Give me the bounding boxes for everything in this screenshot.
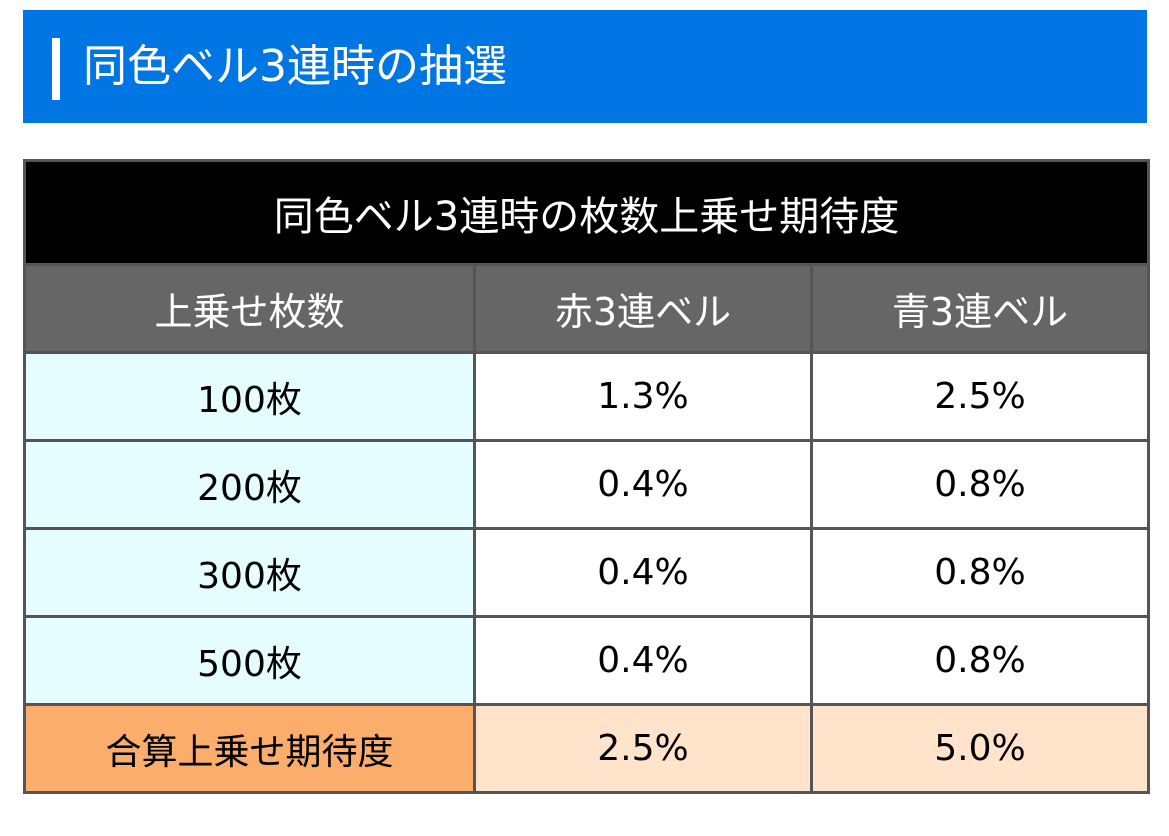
payout-odds-table: 同色ベル3連時の枚数上乗せ期待度 上乗せ枚数 赤3連ベル 青3連ベル 100枚 … — [23, 159, 1150, 794]
red-bell-value: 0.4% — [473, 439, 813, 530]
table-caption-row: 同色ベル3連時の枚数上乗せ期待度 — [23, 159, 1150, 266]
blue-bell-value: 0.8% — [810, 615, 1150, 706]
blue-bell-value: 0.8% — [810, 527, 1150, 618]
table-row: 200枚 0.4% 0.8% — [23, 439, 1150, 530]
table-row: 100枚 1.3% 2.5% — [23, 351, 1150, 442]
table-header-row: 上乗せ枚数 赤3連ベル 青3連ベル — [23, 263, 1150, 354]
total-label: 合算上乗せ期待度 — [23, 703, 476, 794]
column-header-blue-bell: 青3連ベル — [810, 263, 1150, 354]
red-bell-value: 1.3% — [473, 351, 813, 442]
section-title: 同色ベル3連時の抽選 — [83, 41, 507, 92]
blue-bell-value: 2.5% — [810, 351, 1150, 442]
total-red-bell-value: 2.5% — [473, 703, 813, 794]
section-header-accent-bar — [52, 38, 60, 100]
column-header-red-bell: 赤3連ベル — [473, 263, 813, 354]
row-label: 500枚 — [23, 615, 476, 706]
table-total-row: 合算上乗せ期待度 2.5% 5.0% — [23, 703, 1150, 794]
row-label: 300枚 — [23, 527, 476, 618]
table-row: 300枚 0.4% 0.8% — [23, 527, 1150, 618]
table-row: 500枚 0.4% 0.8% — [23, 615, 1150, 706]
total-blue-bell-value: 5.0% — [810, 703, 1150, 794]
red-bell-value: 0.4% — [473, 527, 813, 618]
blue-bell-value: 0.8% — [810, 439, 1150, 530]
section-header: 同色ベル3連時の抽選 — [23, 10, 1147, 123]
column-header-amount: 上乗せ枚数 — [23, 263, 476, 354]
red-bell-value: 0.4% — [473, 615, 813, 706]
table-caption: 同色ベル3連時の枚数上乗せ期待度 — [23, 159, 1150, 266]
row-label: 200枚 — [23, 439, 476, 530]
row-label: 100枚 — [23, 351, 476, 442]
